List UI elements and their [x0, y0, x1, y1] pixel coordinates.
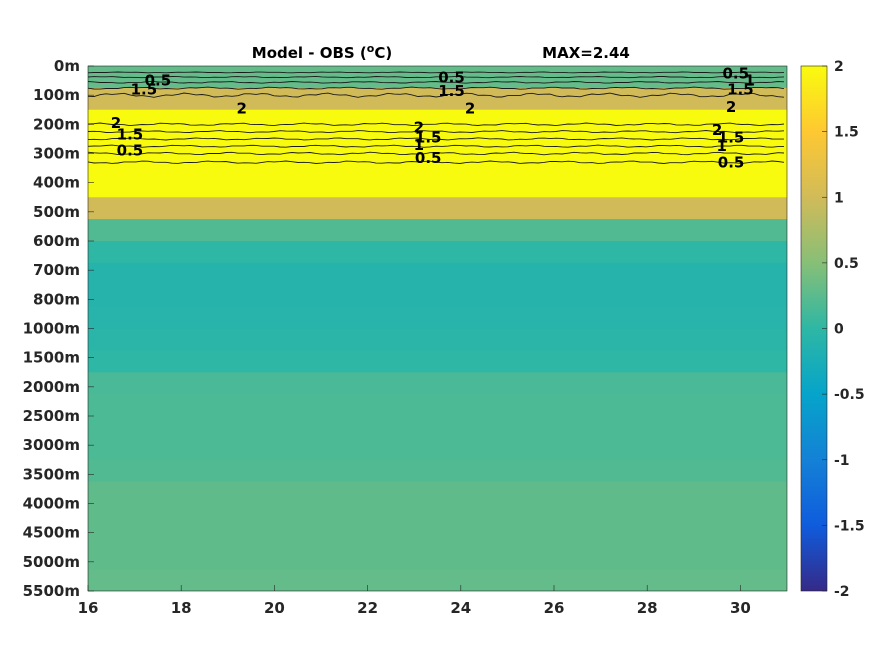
- heatmap-band: [88, 153, 787, 176]
- y-tick-label: 4500m: [23, 524, 80, 542]
- colorbar-tick-label: 0: [834, 322, 844, 338]
- colorbar-tick-label: 0.5: [834, 256, 859, 272]
- y-tick-label: 5000m: [23, 553, 80, 571]
- contour-label: 1.5: [131, 80, 158, 98]
- y-tick-label: 1500m: [23, 349, 80, 367]
- heatmap-band: [88, 109, 787, 133]
- heatmap-band: [88, 306, 787, 330]
- contour-labels: 0.51.520.51.520.511.5221.50.521.510.521.…: [111, 64, 755, 171]
- heatmap-band: [88, 219, 787, 242]
- contour-label: 0.5: [415, 149, 442, 167]
- heatmap-band: [88, 503, 787, 526]
- heatmap-band: [88, 131, 787, 155]
- y-tick-label: 3500m: [23, 465, 80, 483]
- contour-label: 2: [414, 118, 424, 136]
- heatmap-band: [88, 372, 787, 395]
- y-tick-label: 600m: [33, 232, 80, 250]
- contour-label: 1: [745, 72, 755, 90]
- contour-label: 2: [712, 121, 722, 139]
- contour-line: [88, 151, 785, 156]
- y-axis: 0m 100m 200m 300m 400m 500m 600m 700m 800m 1000m 1…: [23, 57, 94, 600]
- colorbar-tick-label: -2: [834, 584, 850, 600]
- heatmap-band: [88, 416, 787, 439]
- colorbar-tick-label: -1.5: [834, 518, 865, 534]
- heatmap-band: [88, 197, 787, 220]
- y-tick-label: 100m: [33, 86, 80, 104]
- y-tick-label: 1000m: [23, 320, 80, 338]
- contour-line: [88, 71, 785, 74]
- colorbar-ticks: 2 1.5 1 0.5 0 -0.5 -1 -1.5 -2: [822, 59, 865, 600]
- x-tick-label: 16: [78, 599, 99, 617]
- y-tick-label: 500m: [33, 203, 80, 221]
- y-tick-label: 4000m: [23, 495, 80, 513]
- contour-label: 1.5: [718, 128, 745, 146]
- contour-label: 0.5: [438, 69, 465, 87]
- contour-line: [88, 137, 784, 141]
- contour-label: 2: [465, 99, 475, 117]
- contour-line: [88, 160, 785, 164]
- x-tick-label: 18: [171, 599, 192, 617]
- contour-label: 2: [237, 99, 247, 117]
- heatmap-band: [88, 262, 787, 286]
- x-tick-label: 28: [637, 599, 658, 617]
- contour-label: 1.5: [117, 126, 144, 144]
- x-tick-label: 22: [357, 599, 378, 617]
- y-tick-label: 700m: [33, 261, 80, 279]
- heatmap-band: [88, 547, 787, 570]
- x-tick-label: 26: [544, 599, 565, 617]
- heatmap-field: [88, 66, 787, 591]
- contour-lines: [88, 71, 785, 164]
- contour-label: 1: [414, 136, 424, 154]
- heatmap-band: [88, 328, 787, 351]
- contour-line: [88, 144, 784, 148]
- contour-line: [88, 92, 785, 98]
- contour-label: 1: [717, 137, 727, 155]
- contour-label: 0.5: [117, 142, 144, 160]
- heatmap-band: [88, 525, 787, 548]
- contour-line: [88, 75, 785, 79]
- contour-label: 0.5: [145, 72, 172, 90]
- x-tick-label: 20: [264, 599, 285, 617]
- heatmap-band: [88, 284, 787, 308]
- heatmap-band: [88, 241, 787, 264]
- y-tick-label: 800m: [33, 290, 80, 308]
- y-tick-label: 2000m: [23, 378, 80, 396]
- contour-label: 0.5: [722, 64, 749, 82]
- colorbar-tick-label: -0.5: [834, 387, 865, 403]
- contour-line: [88, 122, 785, 127]
- heatmap-band: [88, 394, 787, 417]
- x-tick-label: 24: [450, 599, 471, 617]
- heatmap-band: [88, 481, 787, 505]
- max-value-label: MAX=2.44: [542, 44, 630, 62]
- colorbar-tick-label: -1: [834, 453, 850, 469]
- y-tick-label: 300m: [33, 145, 80, 163]
- x-tick-label: 30: [730, 599, 751, 617]
- y-tick-label: 0m: [54, 57, 80, 75]
- colorbar-tick-label: 2: [834, 59, 844, 75]
- contour-label: 0.5: [718, 153, 745, 171]
- colorbar-tick-label: 1.5: [834, 125, 859, 141]
- chart-title: Model - OBS (oC): [252, 42, 392, 62]
- heatmap-band: [88, 459, 787, 483]
- y-tick-label: 200m: [33, 115, 80, 133]
- y-tick-label: 2500m: [23, 407, 80, 425]
- contour-label: 1.5: [438, 82, 465, 100]
- contour-line: [88, 81, 785, 84]
- y-tick-label: 3000m: [23, 436, 80, 454]
- heatmap-band: [88, 569, 787, 591]
- contour-label: 1.5: [727, 80, 754, 98]
- contour-label: 2: [111, 114, 121, 132]
- heatmap-band: [88, 350, 787, 373]
- x-axis: 16 18 20 22 24 26 28 30: [78, 585, 751, 617]
- colorbar-tick-label: 1: [834, 190, 844, 206]
- y-tick-label: 5500m: [23, 582, 80, 600]
- heatmap-band: [88, 437, 787, 461]
- contour-line: [88, 86, 785, 90]
- contour-label: 1.5: [415, 128, 442, 146]
- contour-label: 2: [726, 98, 736, 116]
- y-tick-label: 400m: [33, 174, 80, 192]
- contour-line: [88, 130, 785, 134]
- heatmap-band: [88, 175, 787, 198]
